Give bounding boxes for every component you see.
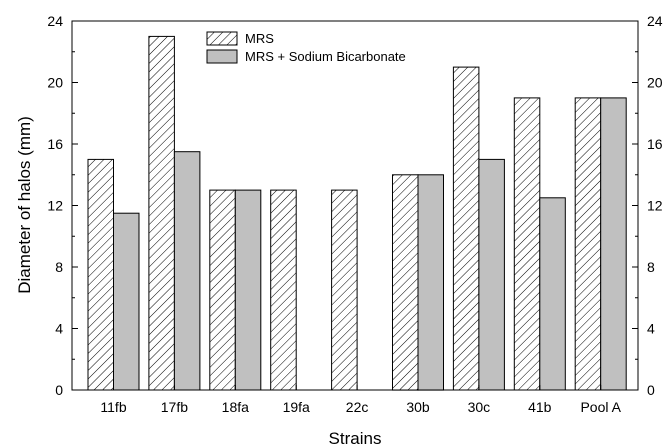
bar-mrs-sodium-bicarbonate-18fa [234,189,262,391]
bar-mrs-17fb [148,35,175,391]
y-tick-label-right: 8 [647,259,655,275]
y-tick-label-right: 16 [647,136,663,152]
bar-mrs-30b [392,174,419,391]
y-tick-label-right: 0 [647,382,655,398]
y-tick-label-left: 20 [47,75,63,91]
bar-mrs-22c [331,189,358,391]
y-tick-label-right: 4 [647,321,655,337]
legend-swatch-mrs-sodium-bicarbonate [206,49,238,64]
x-tick-label-22c: 22c [346,399,369,415]
bar-mrs-41b [513,97,541,391]
legend: MRS MRS + Sodium Bicarbonate [206,31,406,64]
bars-layer [87,35,627,391]
x-tick-label-30b: 30b [406,399,430,415]
legend-label-mrs-sodium-bicarbonate: MRS + Sodium Bicarbonate [245,49,406,64]
axes-layer: 0 0 4 4 8 8 12 12 16 16 20 20 24 24 11fb 17fb 18fa 19fa 22… [47,13,662,415]
bar-mrs-sodium-bicarbonate-17fb [173,151,201,391]
bar-mrs-pool-a [574,97,602,391]
y-tick-label-right: 20 [647,75,663,91]
y-tick-label-left: 4 [55,321,63,337]
x-tick-label-pool-a: Pool A [580,399,621,415]
y-tick-label-left: 12 [47,198,63,214]
bar-mrs-sodium-bicarbonate-30b [417,174,444,391]
bar-mrs-sodium-bicarbonate-pool-a [600,97,627,391]
y-tick-label-right: 24 [647,13,663,29]
x-tick-label-17fb: 17fb [161,399,188,415]
bar-mrs-sodium-bicarbonate-41b [539,197,566,391]
x-tick-label-11fb: 11fb [100,399,126,415]
bar-mrs-18fa [209,189,236,391]
x-tick-label-19fa: 19fa [283,399,310,415]
y-axis-title: Diameter of halos (mm) [15,116,34,294]
legend-swatch-mrs [206,31,238,46]
y-tick-label-left: 0 [55,382,63,398]
y-tick-label-left: 24 [47,13,63,29]
y-tick-label-left: 16 [47,136,63,152]
x-tick-label-41b: 41b [528,399,552,415]
bar-mrs-sodium-bicarbonate-30c [478,158,505,391]
y-tick-label-left: 8 [55,259,63,275]
x-tick-label-18fa: 18fa [222,399,249,415]
bar-mrs-30c [452,66,480,391]
bar-mrs-19fa [270,189,297,391]
bar-mrs-11fb [87,158,114,391]
x-tick-label-30c: 30c [468,399,491,415]
bar-mrs-sodium-bicarbonate-11fb [113,212,140,391]
legend-label-mrs: MRS [245,31,274,46]
y-tick-label-right: 12 [647,198,663,214]
x-axis-title: Strains [329,429,382,448]
